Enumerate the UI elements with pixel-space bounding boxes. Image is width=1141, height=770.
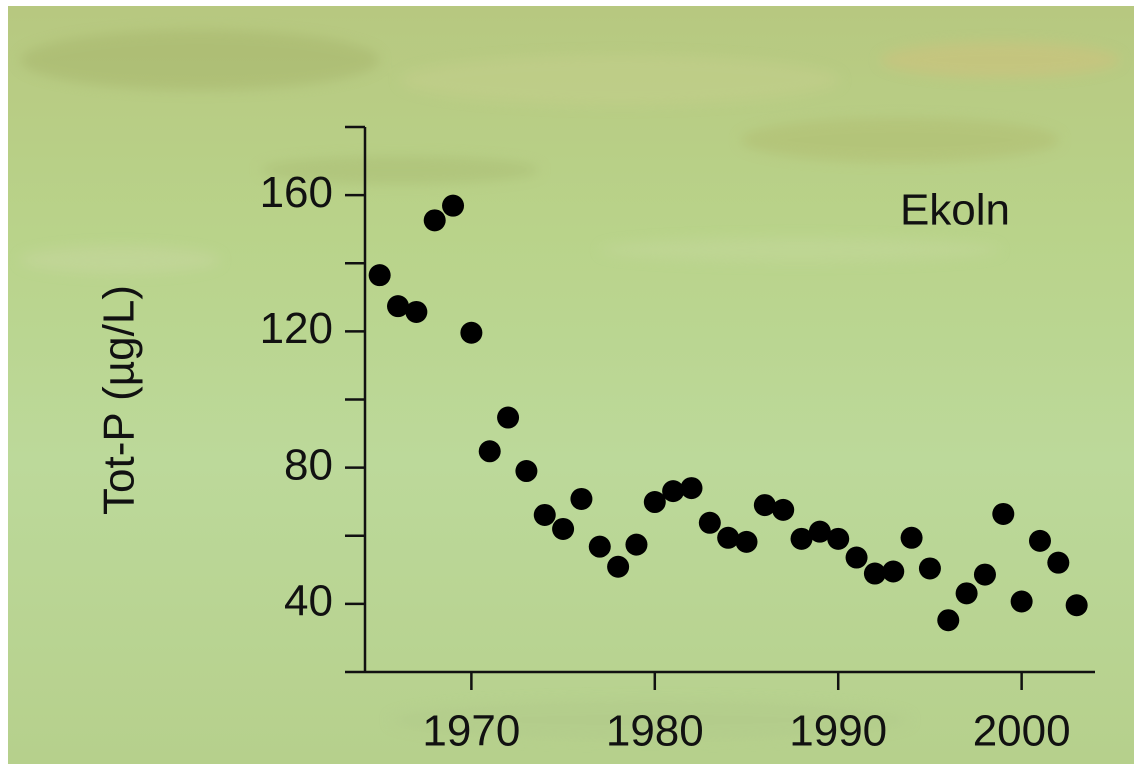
data-point (460, 322, 482, 344)
data-point (552, 518, 574, 540)
data-point (919, 557, 941, 579)
y-tick-label: 120 (260, 304, 333, 353)
data-point (589, 536, 611, 558)
data-point (736, 531, 758, 553)
data-point (1066, 594, 1088, 616)
data-point (424, 209, 446, 231)
data-point (846, 547, 868, 569)
data-point (479, 440, 501, 462)
data-point (956, 582, 978, 604)
x-tick-label: 1980 (606, 707, 704, 756)
data-point (974, 564, 996, 586)
data-point (1047, 552, 1069, 574)
data-point (607, 556, 629, 578)
data-point (534, 504, 556, 526)
y-tick-label: 80 (284, 440, 333, 489)
annotation: Ekoln (900, 186, 1010, 235)
data-point (570, 488, 592, 510)
y-tick-label: 40 (284, 577, 333, 626)
data-point (717, 527, 739, 549)
data-point (405, 301, 427, 323)
data-point (644, 491, 666, 513)
data-point (992, 503, 1014, 525)
data-point (1011, 590, 1033, 612)
data-point (515, 460, 537, 482)
data-point (699, 512, 721, 534)
x-tick-label: 1970 (422, 707, 520, 756)
x-tick-label: 1990 (789, 707, 887, 756)
data-point (1029, 530, 1051, 552)
y-tick-label: 160 (260, 168, 333, 217)
x-tick-label: 2000 (973, 707, 1071, 756)
data-point (369, 264, 391, 286)
data-point (680, 477, 702, 499)
data-point (442, 195, 464, 217)
data-point (882, 561, 904, 583)
background (8, 6, 1134, 764)
data-point (772, 499, 794, 521)
data-point (754, 494, 776, 516)
data-point (625, 534, 647, 556)
data-point (662, 480, 684, 502)
data-point (901, 527, 923, 549)
page: Ekoln Tot-P (µg/L) 40 80 120 160 1970 1980 199… (0, 0, 1141, 770)
data-point (937, 609, 959, 631)
data-point (827, 528, 849, 550)
y-axis-label: Tot-P (µg/L) (95, 285, 144, 515)
chart: Ekoln Tot-P (µg/L) 40 80 120 160 1970 1980 199… (0, 0, 1141, 770)
data-point (497, 407, 519, 429)
